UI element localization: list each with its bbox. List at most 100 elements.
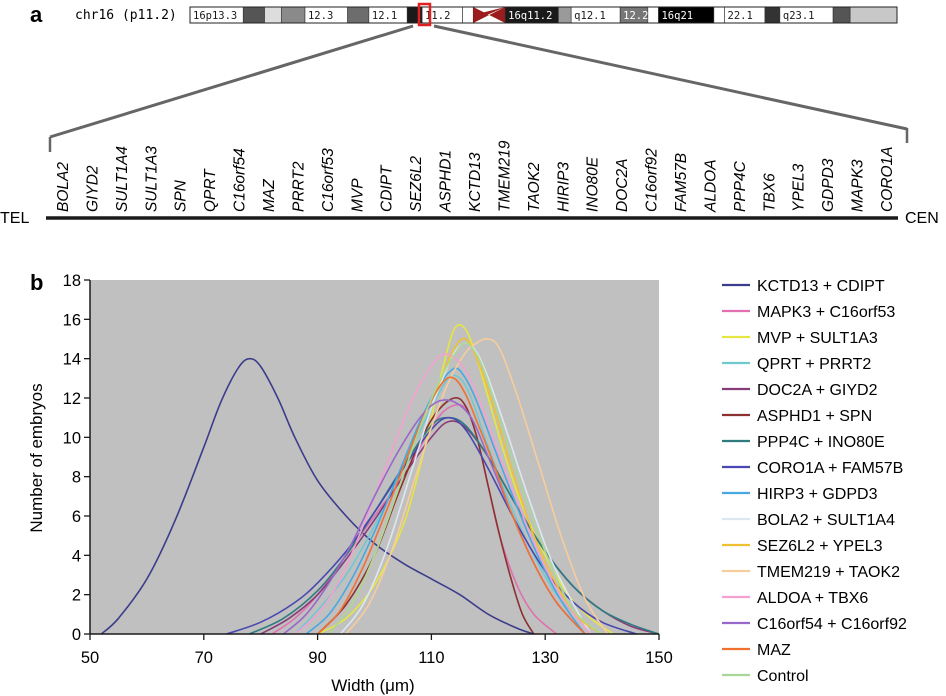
legend-label: MVP + SULT1A3 — [757, 330, 878, 347]
series-line — [100, 357, 535, 635]
gene-label: QPRT — [202, 168, 219, 212]
chromosome-band — [347, 6, 370, 24]
band-label: 11.2 — [425, 10, 450, 22]
zoom-line-left — [49, 24, 414, 139]
band-label: 16p13.3 — [193, 10, 237, 22]
chromosome-band — [242, 6, 265, 24]
gene-label: MAZ — [261, 179, 278, 212]
legend: KCTD13 + CDIPT MAPK3 + C16orf53 MVP + SULT… — [722, 278, 907, 685]
chromosome-band — [647, 6, 659, 24]
centromere-shape — [473, 7, 506, 15]
band-label: 22.1 — [728, 10, 753, 22]
series-line — [305, 367, 586, 635]
x-tick-label: 50 — [81, 649, 99, 667]
gene-label: BOLA2 — [55, 162, 72, 212]
cen-label: CEN — [905, 210, 939, 227]
gene-label: TBX6 — [761, 173, 778, 212]
y-tick-label: 6 — [72, 508, 81, 526]
x-axis-title: Width (μm) — [331, 676, 414, 695]
chromosome-band — [558, 6, 572, 24]
gene-label: SULT1A3 — [143, 146, 160, 212]
chromosome-ideogram: 16p13.3 12.3 12.1 11.2 16q11.2 q12.1 12.2 16q21… — [189, 6, 898, 24]
series-line — [294, 374, 603, 635]
x-tick-label: 90 — [308, 649, 326, 667]
panel-a-label: a — [30, 2, 43, 27]
gene-label: SEZ6L2 — [408, 156, 425, 212]
gene-label: HIRIP3 — [555, 162, 572, 212]
gene-label: TAOK2 — [526, 162, 543, 212]
chromosome-band — [832, 6, 851, 24]
legend-label: SEZ6L2 + YPEL3 — [757, 538, 883, 555]
y-tick-label: 16 — [63, 311, 81, 329]
legend-label: MAPK3 + C16orf53 — [757, 304, 895, 321]
legend-label: ASPHD1 + SPN — [757, 408, 872, 425]
legend-label: PPP4C + INO80E — [757, 434, 885, 451]
y-ticks: 0 2 4 6 8 10 12 14 16 18 — [63, 272, 90, 644]
gene-label: INO80E — [585, 156, 602, 212]
series-line — [294, 353, 592, 635]
gene-label: SPN — [173, 179, 190, 212]
legend-label: ALDOA + TBX6 — [757, 590, 868, 607]
series-lines — [100, 324, 660, 635]
gene-label: GDPD3 — [820, 158, 837, 212]
y-tick-label: 12 — [63, 390, 81, 408]
band-label: 12.2 — [623, 10, 648, 22]
y-tick-label: 8 — [72, 469, 81, 487]
gene-label: PPP4C — [732, 160, 749, 212]
y-tick-label: 2 — [72, 587, 81, 605]
chromosome-band — [281, 6, 306, 24]
band-label: 16q21 — [661, 10, 693, 22]
legend-label: HIRP3 + GDPD3 — [757, 486, 878, 503]
gene-label: C16orf53 — [320, 148, 337, 212]
gene-label: KCTD13 — [467, 152, 484, 212]
band-label: 12.1 — [372, 10, 397, 22]
centromere-shape — [489, 7, 506, 23]
series-line — [271, 403, 558, 635]
chromosome-title: chr16 (p11.2) — [75, 8, 177, 23]
band-label: q23.1 — [783, 10, 815, 22]
gene-label: CDIPT — [379, 164, 396, 212]
series-line — [328, 342, 603, 635]
tel-label: TEL — [0, 210, 29, 227]
legend-label: QPRT + PRRT2 — [757, 356, 871, 373]
region-highlight-box — [417, 2, 432, 27]
chromosome-band — [462, 6, 474, 24]
legend-label: C16orf54 + C16orf92 — [757, 616, 907, 633]
legend-label: TMEM219 + TAOK2 — [757, 564, 900, 581]
y-tick-label: 4 — [72, 547, 81, 565]
y-tick-label: 18 — [63, 272, 81, 290]
gene-label: CORO1A — [879, 147, 896, 212]
x-tick-label: 110 — [418, 649, 444, 667]
panel-b-label: b — [30, 270, 43, 295]
legend-label: CORO1A + FAM57B — [757, 460, 903, 477]
chromosome-band — [264, 6, 282, 24]
chromosome-band — [764, 6, 781, 24]
legend-label: KCTD13 + CDIPT — [757, 278, 885, 295]
gene-label: MVP — [349, 178, 366, 212]
gene-labels: BOLA2 GIYD2 SULT1A4 SULT1A3 SPN QPRT C16orf54 M… — [55, 140, 896, 213]
legend-label: DOC2A + GIYD2 — [757, 382, 878, 399]
series-line — [248, 416, 660, 635]
legend-label: MAZ — [757, 642, 791, 659]
gene-label: C16orf54 — [232, 148, 249, 212]
x-tick-label: 130 — [531, 649, 559, 667]
gene-label: ALDOA — [702, 159, 719, 213]
legend-label: BOLA2 + SULT1A4 — [757, 512, 895, 529]
x-ticks: 50 70 90 110 130 150 — [81, 634, 673, 667]
chromosome-band — [713, 6, 725, 24]
gene-label: GIYD2 — [84, 165, 101, 212]
gene-label: MAPK3 — [850, 159, 867, 212]
y-tick-label: 14 — [63, 351, 81, 369]
gene-label: TMEM219 — [496, 140, 513, 212]
gene-label: YPEL3 — [791, 163, 808, 212]
chromosome-band — [849, 6, 898, 24]
gene-label: PRRT2 — [290, 161, 307, 212]
y-tick-label: 0 — [72, 626, 81, 644]
chromosome-outline — [189, 6, 898, 24]
gene-label: ASPHD1 — [438, 150, 455, 213]
band-label: 12.3 — [308, 10, 333, 22]
band-label: q12.1 — [574, 10, 606, 22]
gene-label: SULT1A4 — [114, 146, 131, 212]
series-line — [345, 337, 609, 635]
